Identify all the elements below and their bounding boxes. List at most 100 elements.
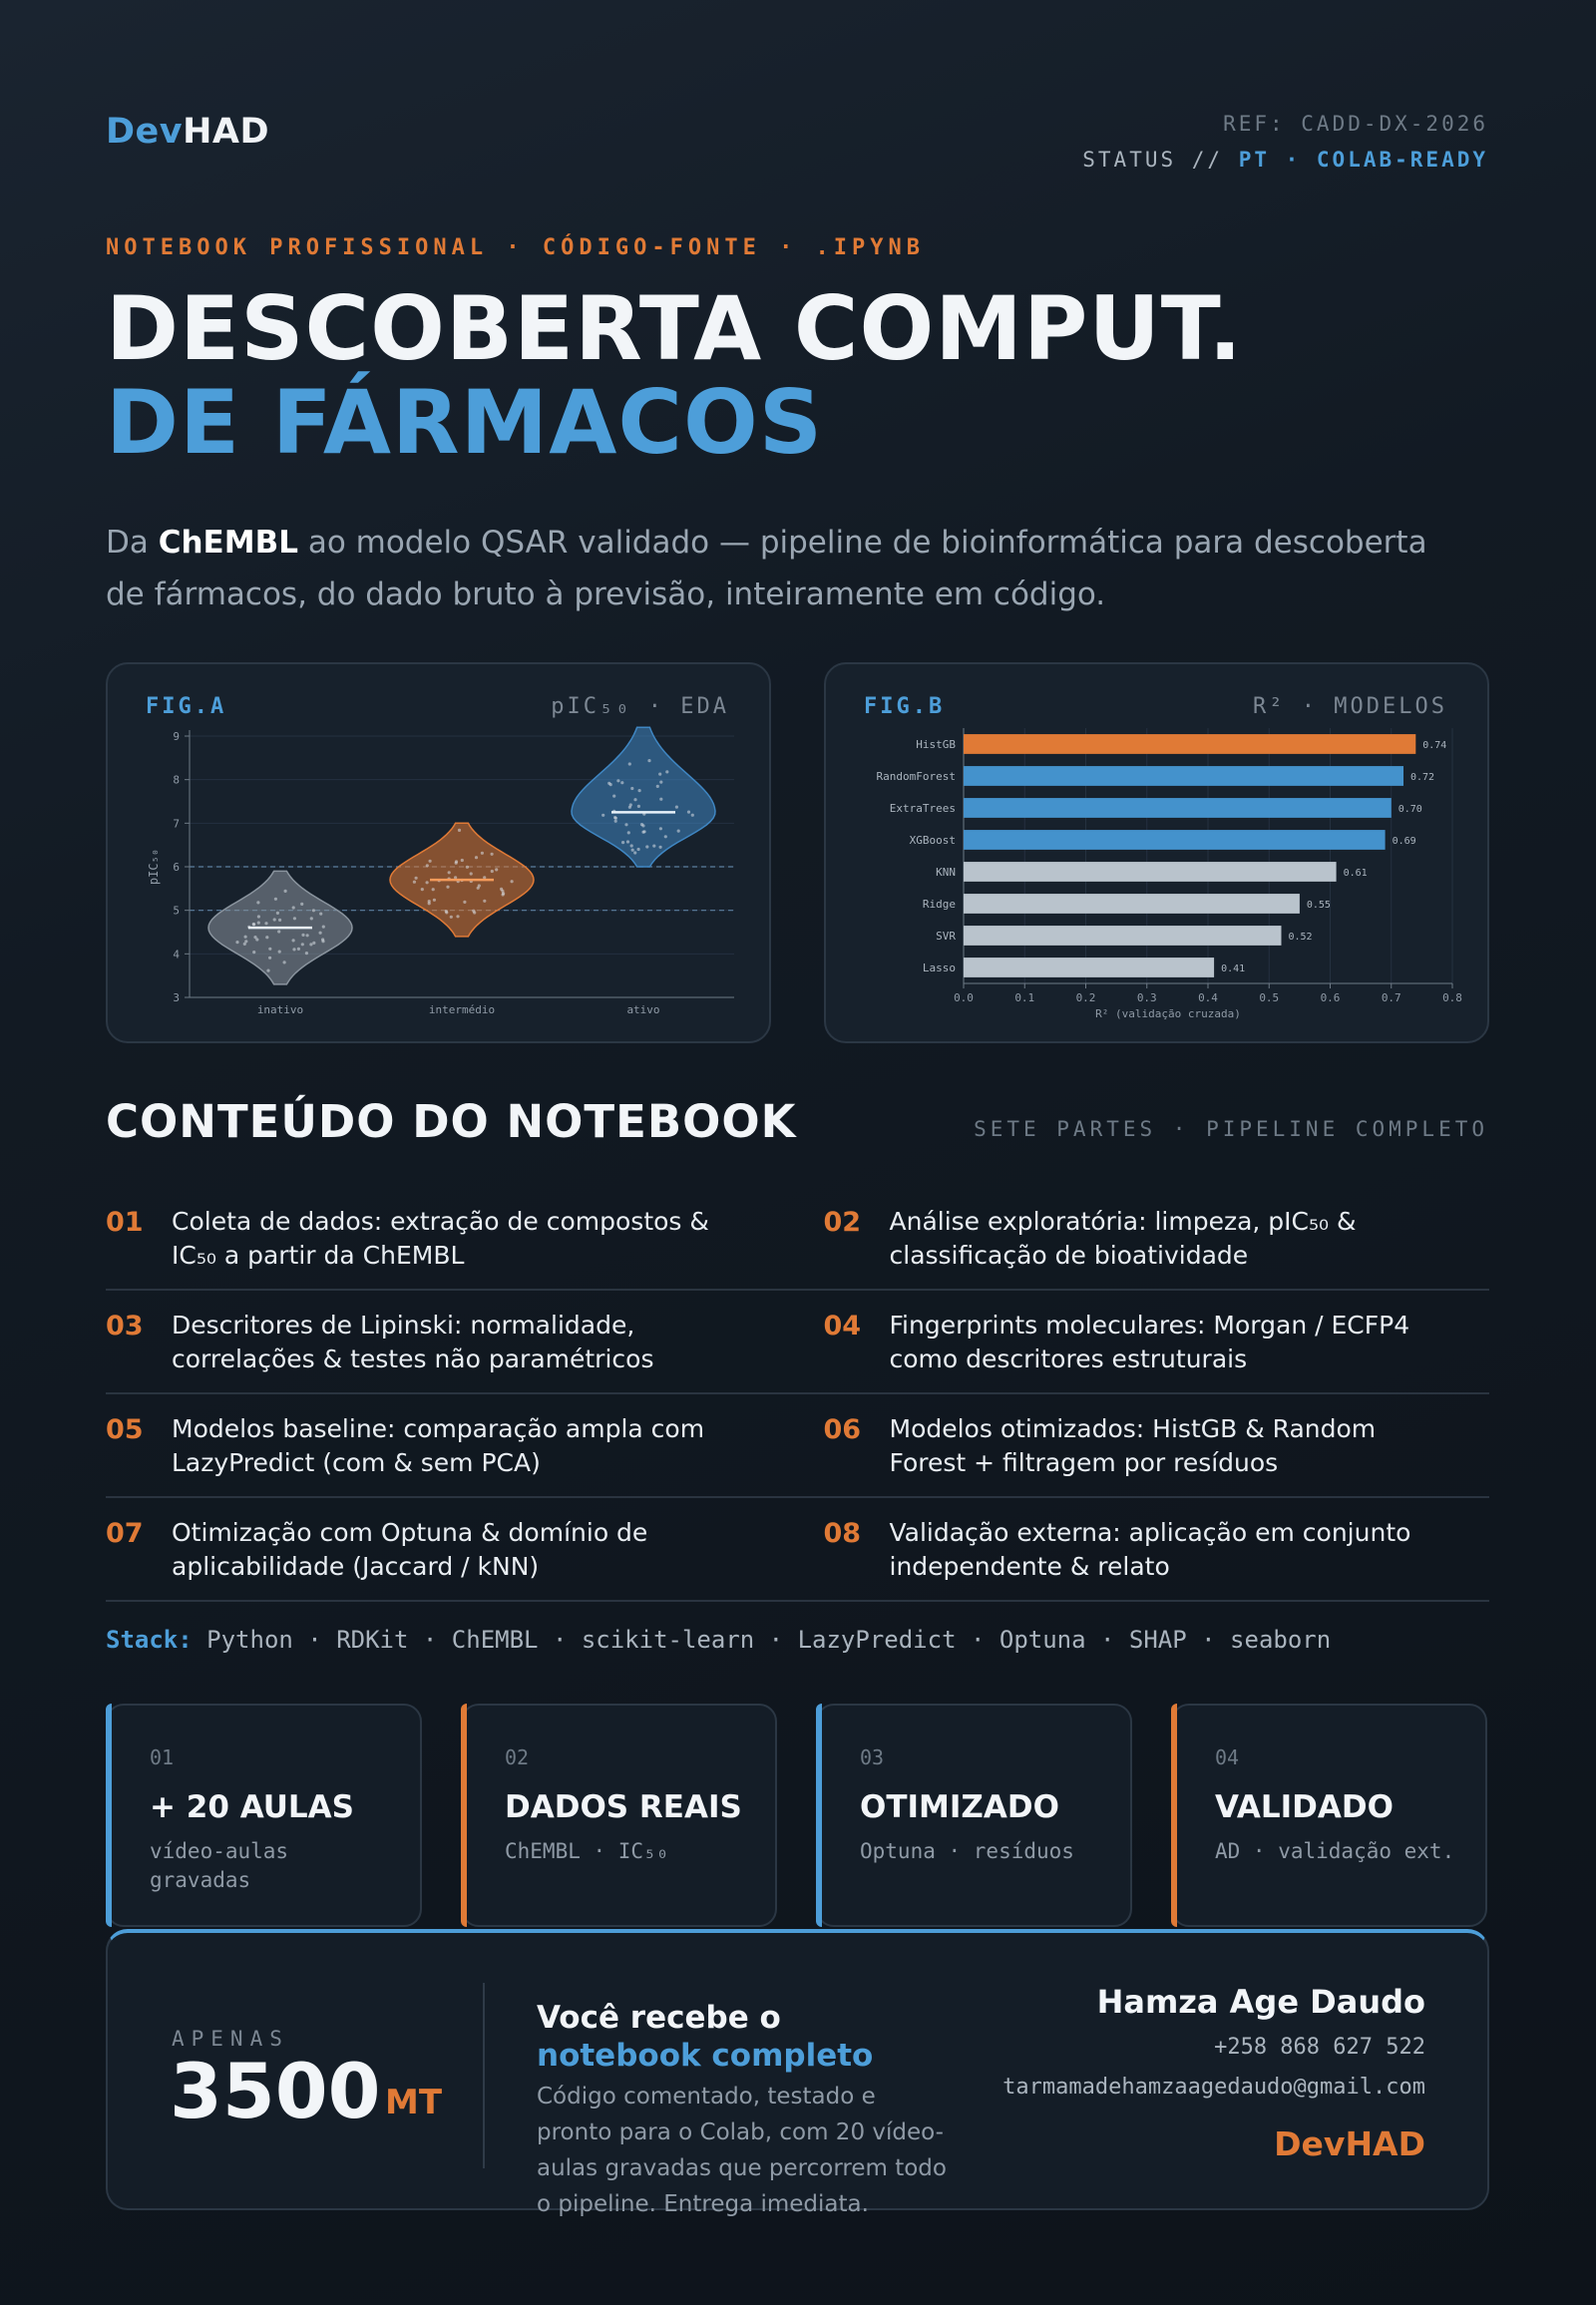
item-number: 04 [823, 1311, 862, 1342]
divider [483, 1983, 485, 2168]
data-point [272, 918, 276, 922]
bar-chart: 0.0 0.1 0.2 0.3 0.4 0.5 0.6 0.7 0.8 R² (validação… [877, 728, 1462, 1020]
bar-Ridge [964, 894, 1300, 914]
y-tick-label: 5 [173, 905, 180, 918]
data-point [321, 940, 325, 944]
item-text: Validação externa: aplicação em conjunto… [889, 1518, 1411, 1581]
bar-SVR [964, 926, 1282, 946]
data-label: 0.70 [1398, 804, 1422, 815]
item-text: Descritores de Lipinski: normalidade, co… [172, 1311, 654, 1373]
data-point [292, 917, 296, 921]
y-tick-label: XGBoost [910, 834, 956, 847]
footer-brand: DevHAD [1274, 2124, 1425, 2163]
x-tick-label: inativo [257, 1003, 303, 1016]
status-prefix: STATUS // [1082, 148, 1239, 172]
data-point [321, 925, 325, 929]
feature-card: 04 VALIDADO AD · validação ext. [1171, 1704, 1487, 1927]
card-number: 02 [505, 1745, 530, 1769]
bar-XGBoost [964, 830, 1386, 850]
data-point [266, 968, 270, 972]
violin-chart: 3 4 5 6 7 8 9 pIC₅₀ inativo intermédio ativo [147, 726, 734, 1016]
x-tick-label: 0.3 [1137, 991, 1157, 1004]
data-point [473, 911, 477, 915]
data-point [305, 934, 309, 938]
y-tick-label: 7 [173, 817, 180, 830]
data-point [674, 805, 679, 809]
data-point [444, 910, 448, 914]
item-number: 05 [106, 1414, 144, 1445]
data-point [480, 851, 484, 855]
item-text: Modelos otimizados: HistGB & Random Fore… [889, 1414, 1377, 1477]
contact-phone: +258 868 627 522 [1214, 2035, 1425, 2060]
data-label: 0.74 [1422, 740, 1446, 751]
x-axis-label: R² (validação cruzada) [1095, 1007, 1241, 1020]
item-text: Otimização com Optuna & domínio de aplic… [172, 1518, 648, 1581]
lead-bold: ChEMBL [158, 525, 298, 561]
data-point [428, 859, 432, 863]
data-point [256, 901, 260, 905]
data-point [256, 921, 260, 925]
item-number: 06 [823, 1414, 862, 1445]
card-subtitle: ChEMBL · IC₅₀ [505, 1839, 669, 1863]
y-tick-label: 6 [173, 861, 180, 874]
y-tick-label: 9 [173, 730, 180, 743]
data-label: 0.52 [1289, 932, 1313, 943]
data-point [300, 902, 304, 906]
data-point [633, 851, 637, 855]
violin-ativo [571, 726, 716, 868]
data-point [652, 844, 656, 848]
data-label: 0.61 [1344, 868, 1368, 879]
data-point [639, 823, 644, 827]
brand-logo: DevHAD [106, 112, 269, 152]
data-label: 0.41 [1221, 963, 1245, 974]
y-tick-label: 8 [173, 774, 180, 787]
data-point [301, 933, 305, 937]
data-point [296, 947, 300, 951]
x-tick-label: 0.1 [1014, 991, 1034, 1004]
data-point [447, 871, 451, 875]
data-point [658, 772, 662, 776]
data-point [469, 872, 473, 876]
y-tick-label: Ridge [923, 898, 956, 911]
x-tick-label: 0.6 [1321, 991, 1341, 1004]
data-point [282, 960, 286, 964]
data-point [431, 888, 435, 892]
data-point [253, 936, 257, 940]
card-subtitle: vídeo-aulas gravadas [150, 1839, 289, 1892]
bar-RandomForest [964, 766, 1403, 786]
author-name: Hamza Age Daudo [1096, 1983, 1425, 2021]
data-point [449, 915, 453, 919]
data-point [265, 936, 269, 940]
data-point [432, 898, 436, 902]
bar-KNN [964, 862, 1337, 882]
data-point [633, 798, 637, 802]
data-point [304, 952, 308, 956]
contents-row: 01 Coleta de dados: extração de compostos… [106, 1187, 1489, 1291]
y-tick-label: RandomForest [877, 770, 956, 783]
card-subtitle: AD · validação ext. [1215, 1839, 1455, 1863]
data-point [613, 816, 617, 820]
item-number: 07 [106, 1518, 144, 1549]
list-item: 04 Fingerprints moleculares: Morgan / ECF… [798, 1291, 1490, 1392]
data-point [502, 892, 506, 896]
data-point [676, 829, 680, 833]
list-item: 06 Modelos otimizados: HistGB & Random Fo… [798, 1394, 1490, 1496]
data-point [642, 830, 646, 834]
data-point [483, 876, 487, 880]
data-point [244, 940, 248, 944]
data-point [495, 868, 499, 872]
page-title-line1: DESCOBERTA COMPUT. [106, 277, 1243, 380]
data-point [627, 805, 632, 809]
data-point [490, 852, 494, 856]
item-text: Fingerprints moleculares: Morgan / ECFP4… [889, 1311, 1410, 1373]
data-point [255, 938, 259, 942]
item-number: 01 [106, 1207, 144, 1238]
data-point [636, 804, 641, 808]
data-point [645, 845, 649, 849]
data-point [283, 889, 287, 893]
data-point [268, 956, 272, 960]
x-tick-label: 0.8 [1442, 991, 1462, 1004]
data-point [630, 786, 634, 791]
data-point [483, 899, 487, 903]
data-point [655, 784, 659, 788]
